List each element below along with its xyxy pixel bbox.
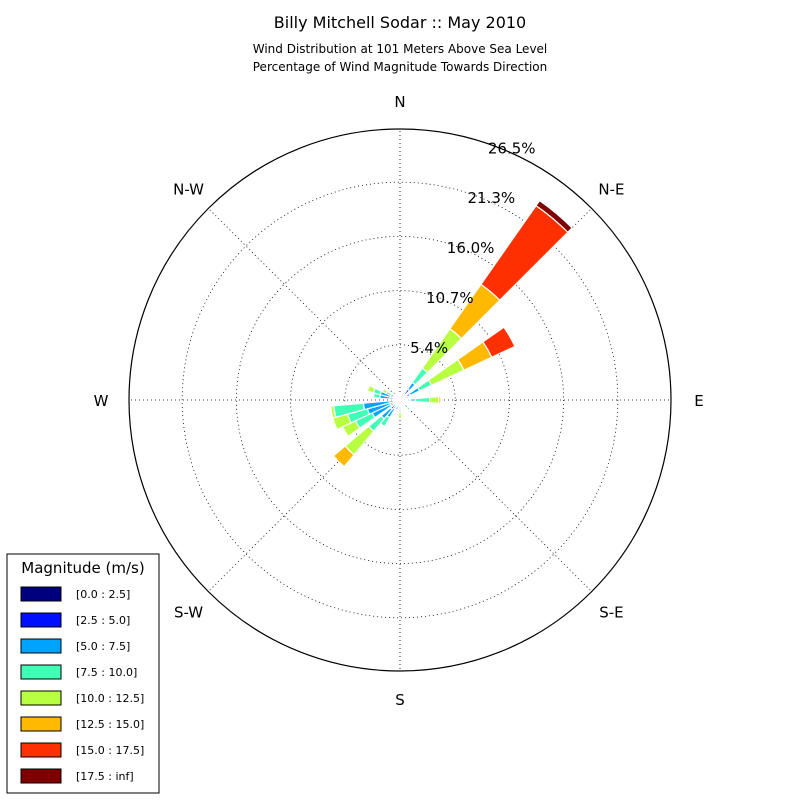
legend-swatch-0	[20, 586, 62, 602]
radial-tick-label-5: 26.5%	[488, 140, 536, 158]
grid-ring-1	[344, 344, 456, 456]
wind-bar-340-bin-1	[396, 392, 400, 398]
wind-bar-90-bin-4	[428, 395, 440, 405]
wind-bar-60-bin-6	[482, 326, 516, 359]
radial-tick-label-2: 10.7%	[426, 289, 474, 307]
legend-title: Magnitude (m/s)	[21, 559, 144, 577]
direction-label-n-e: N-E	[598, 181, 624, 199]
direction-label-n: N	[394, 93, 405, 111]
wind-bar-90-bin-2	[409, 398, 416, 402]
legend-label-5: [12.5 : 15.0]	[76, 718, 144, 731]
direction-label-s: S	[395, 691, 405, 709]
chart-subtitle-line-1: Wind Distribution at 101 Meters Above Se…	[253, 42, 548, 56]
grid-ring-2	[290, 290, 510, 510]
legend-items: [0.0 : 2.5] [2.5 : 5.0] [5.0 : 7.5] [7.5 : …	[20, 586, 144, 784]
direction-label-e: E	[694, 392, 703, 410]
wind-bar-180-bin-1	[398, 403, 402, 410]
direction-label-w: W	[94, 392, 109, 410]
legend-swatch-2	[20, 638, 62, 654]
grid-spoke-s-e	[399, 399, 592, 592]
legend-swatch-4	[20, 690, 62, 706]
wind-bar-120-bin-1	[402, 400, 409, 406]
wind-bar-180-bin-4	[397, 411, 403, 420]
wind-bar-290-bin-4	[366, 384, 376, 394]
wind-bar-300-bin-4	[381, 388, 389, 395]
grid-spoke-n-w	[208, 208, 401, 401]
chart-title: Billy Mitchell Sodar :: May 2010	[274, 13, 526, 32]
legend-label-6: [15.0 : 17.5]	[76, 744, 144, 757]
wind-bar-135-bin-3	[405, 405, 412, 412]
radial-tick-label-4: 21.3%	[468, 189, 516, 207]
legend-label-2: [5.0 : 7.5]	[76, 640, 130, 653]
grid-ring-4	[181, 181, 619, 619]
direction-label-s-w: S-W	[174, 603, 203, 621]
legend-swatch-5	[20, 716, 62, 732]
wind-sectors	[330, 199, 573, 468]
wind-bar-40-bin-7	[535, 199, 573, 234]
legend-label-4: [10.0 : 12.5]	[76, 692, 144, 705]
legend-swatch-3	[20, 664, 62, 680]
wind-bar-90-bin-3	[414, 396, 431, 404]
radial-tick-label-3: 16.0%	[447, 239, 495, 257]
wind-bar-225-bin-5	[332, 445, 355, 468]
legend-label-0: [0.0 : 2.5]	[76, 588, 130, 601]
legend-swatch-6	[20, 742, 62, 758]
wind-bar-70-bin-1	[403, 395, 410, 400]
polar-frame	[128, 128, 672, 672]
radial-tick-labels: 5.4% 10.7% 16.0% 21.3% 26.5%	[410, 140, 535, 357]
wind-bar-200-bin-1	[394, 402, 400, 411]
wind-bar-90-bin-5	[438, 395, 442, 405]
wind-bar-320-bin-1	[391, 390, 399, 398]
chart-subtitle-line-2: Percentage of Wind Magnitude Towards Dir…	[253, 60, 547, 74]
legend-swatch-7	[20, 768, 62, 784]
wind-bar-260-bin-4	[330, 405, 337, 419]
legend-label-7: [17.5 : inf]	[76, 770, 134, 783]
wind-bar-90-bin-1	[403, 398, 411, 402]
legend-swatch-1	[20, 612, 62, 628]
polar-grid	[129, 129, 671, 671]
legend-label-3: [7.5 : 10.0]	[76, 666, 137, 679]
legend-label-1: [2.5 : 5.0]	[76, 614, 130, 627]
direction-labels: N N-E E S-E S S-W W N-W	[94, 93, 704, 709]
radial-tick-label-1: 5.4%	[410, 339, 448, 357]
grid-ring-3	[235, 235, 565, 565]
legend: Magnitude (m/s) [0.0 : 2.5] [2.5 : 5.0] [5…	[6, 553, 160, 794]
direction-label-s-e: S-E	[599, 603, 623, 621]
direction-label-n-w: N-W	[173, 181, 204, 199]
